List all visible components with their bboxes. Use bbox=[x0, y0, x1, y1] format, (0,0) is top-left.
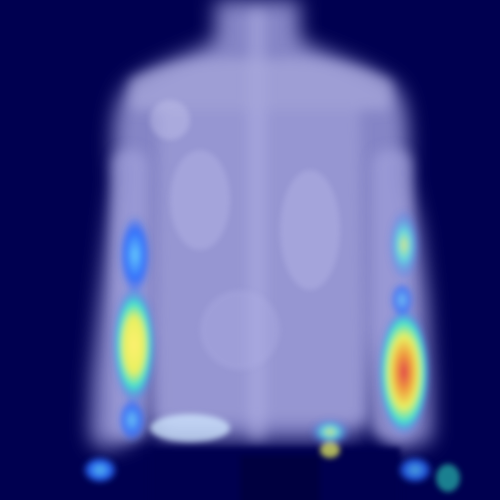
heat-left-sleeve bbox=[112, 215, 156, 442]
hem-gap bbox=[150, 448, 400, 500]
heat-hem bbox=[82, 414, 460, 492]
heat-right-sleeve bbox=[378, 209, 430, 436]
garment-texture bbox=[150, 100, 340, 370]
garment-torso bbox=[130, 10, 392, 440]
